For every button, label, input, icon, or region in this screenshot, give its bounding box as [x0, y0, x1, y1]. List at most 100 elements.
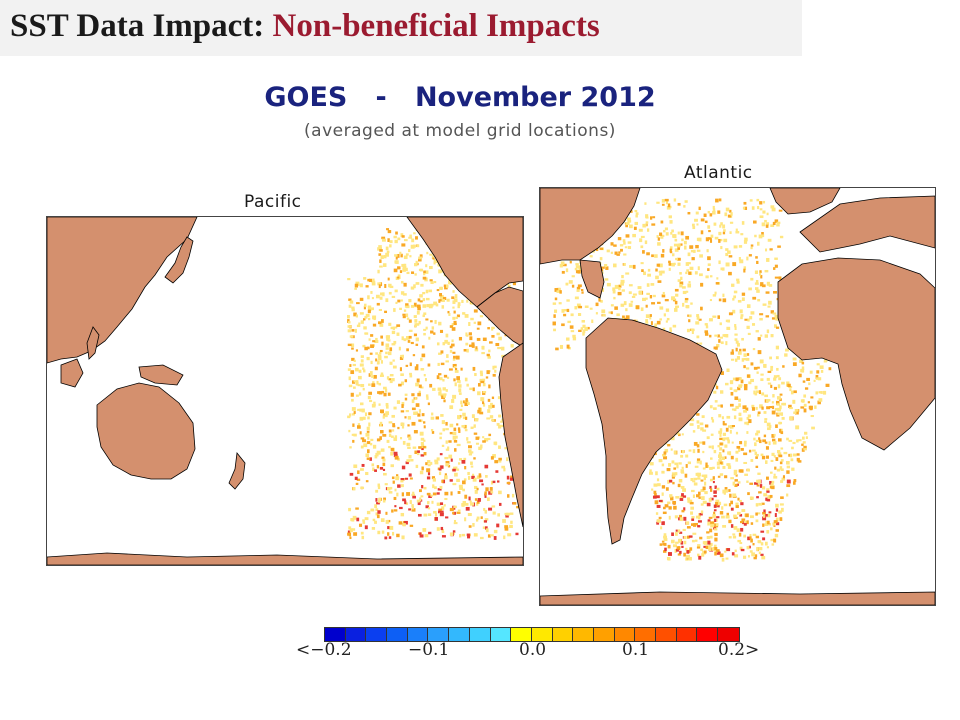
impact-dot [457, 304, 460, 309]
impact-dot [757, 298, 761, 302]
impact-dot [672, 544, 677, 548]
impact-dot [404, 397, 408, 401]
impact-dot [673, 243, 678, 247]
impact-dot [700, 503, 704, 506]
impact-dot [375, 512, 378, 516]
impact-dot [828, 367, 832, 371]
impact-dot [432, 478, 436, 482]
impact-dot [669, 220, 673, 224]
impact-dot [468, 344, 473, 347]
impact-dot [475, 518, 479, 522]
impact-dot [356, 324, 361, 328]
impact-dot [698, 491, 701, 496]
impact-dot [419, 431, 424, 436]
impact-dot [391, 343, 396, 346]
impact-dot [620, 282, 624, 286]
impact-dot [730, 455, 734, 460]
impact-dot [801, 448, 805, 452]
impact-dot [584, 305, 589, 308]
impact-dot [673, 450, 677, 455]
impact-dot [699, 460, 702, 465]
impact-dot [364, 303, 367, 308]
impact-dot [763, 411, 767, 414]
impact-dot [453, 522, 458, 525]
impact-dot [459, 534, 462, 538]
impact-dot [363, 277, 367, 280]
impact-dot [661, 199, 665, 203]
impact-dot [634, 209, 638, 213]
impact-dot [415, 343, 419, 346]
impact-dot [425, 394, 429, 398]
impact-dot [399, 270, 403, 274]
impact-dot [680, 469, 684, 474]
florida-caribbean [579, 259, 605, 299]
impact-dot [386, 487, 391, 491]
impact-dot [741, 292, 746, 296]
impact-dot [566, 299, 570, 302]
impact-dot [553, 328, 556, 332]
impact-dot [691, 330, 694, 334]
impact-dot [465, 332, 468, 337]
impact-dot [803, 394, 807, 398]
impact-dot [773, 524, 776, 527]
impact-dot [752, 348, 756, 351]
impact-dot [767, 427, 771, 431]
impact-dot [750, 378, 754, 383]
impact-dot [449, 507, 454, 512]
impact-dot [691, 223, 695, 227]
impact-dot [775, 356, 779, 360]
impact-dot [743, 386, 748, 391]
impact-dot [463, 457, 467, 461]
impact-dot [434, 461, 439, 465]
impact-dot [604, 278, 609, 281]
impact-dot [504, 334, 507, 337]
impact-dot [380, 430, 384, 434]
impact-dot [490, 534, 494, 537]
impact-dot [416, 310, 420, 315]
impact-dot [808, 405, 812, 410]
impact-dot [382, 263, 387, 267]
impact-dot [719, 437, 723, 441]
impact-dot [646, 283, 650, 287]
impact-dot [446, 354, 449, 358]
colorbar-tick-label: 0.1 [622, 640, 650, 660]
impact-dot [476, 500, 480, 504]
impact-dot [414, 319, 418, 323]
impact-dot [493, 441, 498, 445]
impact-dot [437, 387, 442, 391]
impact-dot [472, 473, 475, 478]
impact-dot [767, 495, 772, 499]
impact-dot [412, 354, 416, 357]
impact-dot [742, 405, 747, 410]
impact-dot [722, 420, 725, 425]
impact-dot [421, 353, 426, 358]
impact-dot [763, 493, 768, 497]
impact-dot [729, 380, 734, 385]
impact-dot [411, 421, 416, 426]
impact-dot [385, 405, 389, 409]
impact-dot [415, 260, 418, 265]
impact-dot [415, 282, 420, 285]
new-zealand-island [228, 452, 246, 490]
impact-dot [467, 471, 470, 476]
impact-dot [658, 270, 662, 273]
impact-dot [591, 319, 594, 323]
impact-dot [428, 289, 433, 293]
impact-dot [709, 478, 713, 482]
impact-dot [360, 437, 365, 440]
impact-dot [762, 537, 766, 541]
impact-dot [746, 325, 750, 329]
impact-dot [421, 485, 424, 489]
impact-dot [634, 221, 639, 225]
impact-dot [555, 347, 559, 351]
impact-dot [487, 327, 490, 330]
impact-dot [497, 396, 501, 400]
impact-dot [776, 468, 781, 472]
impact-dot [625, 224, 629, 228]
impact-dot [438, 471, 442, 476]
impact-dot [721, 456, 725, 461]
impact-dot [473, 432, 478, 435]
impact-dot [477, 409, 481, 414]
impact-dot [433, 261, 436, 265]
impact-dot [451, 339, 454, 343]
